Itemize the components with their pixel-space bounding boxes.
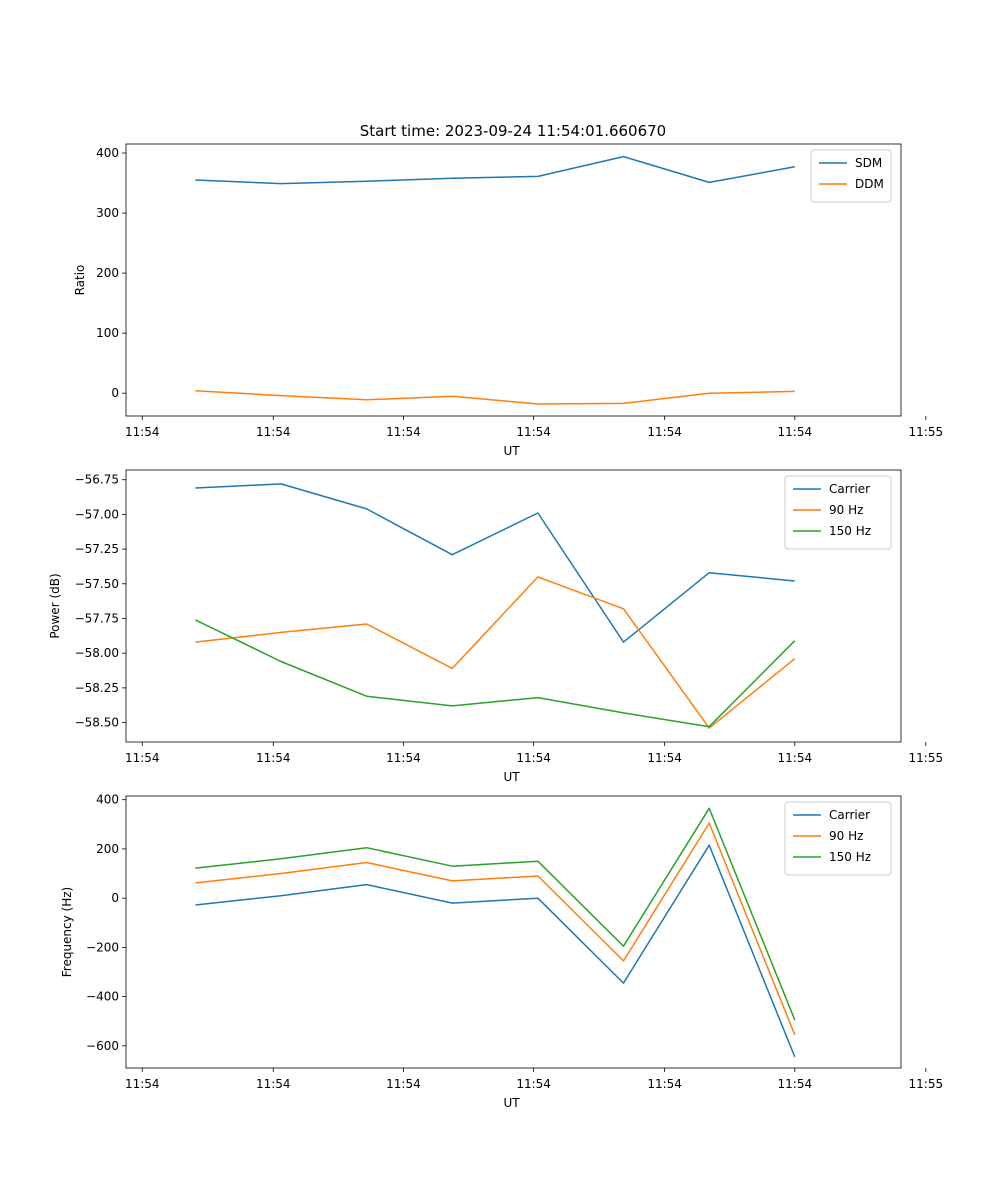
- x-tick-label: 11:54: [778, 751, 813, 765]
- series-line-90-hz: [195, 822, 796, 1036]
- series-line-ddm: [195, 390, 795, 405]
- x-tick-label: 11:54: [386, 751, 421, 765]
- series-line-sdm: [195, 155, 795, 185]
- x-axis-label: UT: [503, 444, 520, 458]
- x-axis-label: UT: [503, 1096, 520, 1110]
- x-tick-label: 11:54: [647, 751, 682, 765]
- legend-label: 90 Hz: [829, 503, 863, 517]
- x-tick-label: 11:54: [125, 425, 160, 439]
- x-tick-label: 11:54: [516, 1077, 551, 1091]
- series-line-carrier: [195, 844, 796, 1058]
- x-tick-label: 11:54: [256, 751, 291, 765]
- series-line-90-hz: [195, 576, 796, 729]
- axes-frame: [125, 795, 902, 1069]
- x-tick-label: 11:54: [386, 1077, 421, 1091]
- legend-label: Carrier: [829, 808, 870, 822]
- legend-label: SDM: [855, 156, 882, 170]
- y-axis-label: Power (dB): [48, 573, 62, 638]
- x-axis-label: UT: [503, 770, 520, 784]
- y-tick-label: −200: [86, 940, 119, 954]
- y-tick-label: 100: [96, 326, 119, 340]
- y-tick-label: −57.25: [75, 542, 119, 556]
- figure-title: Start time: 2023-09-24 11:54:01.660670: [360, 122, 666, 140]
- panel-frequency: 11:54 11:54 11:54 11:54 11:54 11:54 11:55 −600 −…: [60, 793, 943, 1110]
- x-tick-label: 11:54: [778, 425, 813, 439]
- axes-frame: [125, 143, 902, 417]
- x-tick-label: 11:55: [909, 425, 944, 439]
- y-tick-label: 200: [96, 842, 119, 856]
- panel-ratio: 11:54 11:54 11:54 11:54 11:54 11:54 11:55 0 100 2…: [73, 143, 944, 458]
- x-tick-label: 11:54: [256, 1077, 291, 1091]
- y-tick-label: 400: [96, 146, 119, 160]
- y-tick-label: 200: [96, 266, 119, 280]
- y-tick-label: −57.50: [75, 577, 119, 591]
- axes-frame: [125, 469, 902, 743]
- y-tick-label: −56.75: [75, 473, 119, 487]
- y-axis-label: Ratio: [73, 265, 87, 296]
- legend-label: 90 Hz: [829, 829, 863, 843]
- x-tick-label: 11:55: [909, 1077, 944, 1091]
- series-line-150-hz: [195, 807, 796, 1021]
- x-tick-label: 11:54: [125, 1077, 160, 1091]
- x-tick-label: 11:54: [256, 425, 291, 439]
- y-tick-label: 400: [96, 793, 119, 807]
- y-axis-label: Frequency (Hz): [60, 887, 74, 978]
- series-line-carrier: [195, 483, 795, 643]
- y-tick-label: 0: [111, 386, 119, 400]
- y-tick-label: −58.25: [75, 681, 119, 695]
- x-tick-label: 11:55: [909, 751, 944, 765]
- y-tick-label: −600: [86, 1039, 119, 1053]
- y-tick-label: −57.75: [75, 611, 119, 625]
- legend-label: DDM: [855, 177, 884, 191]
- x-tick-label: 11:54: [647, 1077, 682, 1091]
- y-tick-label: −57.00: [75, 507, 119, 521]
- panel-power: 11:54 11:54 11:54 11:54 11:54 11:54 11:55 −56.7…: [48, 469, 944, 784]
- series-line-150-hz: [195, 619, 796, 728]
- y-tick-label: 0: [111, 891, 119, 905]
- legend-label: 150 Hz: [829, 850, 871, 864]
- x-tick-label: 11:54: [516, 425, 551, 439]
- y-tick-label: −58.50: [75, 716, 119, 730]
- x-tick-label: 11:54: [386, 425, 421, 439]
- x-tick-label: 11:54: [647, 425, 682, 439]
- x-tick-label: 11:54: [516, 751, 551, 765]
- y-tick-label: −400: [86, 990, 119, 1004]
- y-tick-label: 300: [96, 206, 119, 220]
- legend-label: Carrier: [829, 482, 870, 496]
- x-tick-label: 11:54: [125, 751, 160, 765]
- y-tick-label: −58.00: [75, 646, 119, 660]
- legend-label: 150 Hz: [829, 524, 871, 538]
- x-tick-label: 11:54: [778, 1077, 813, 1091]
